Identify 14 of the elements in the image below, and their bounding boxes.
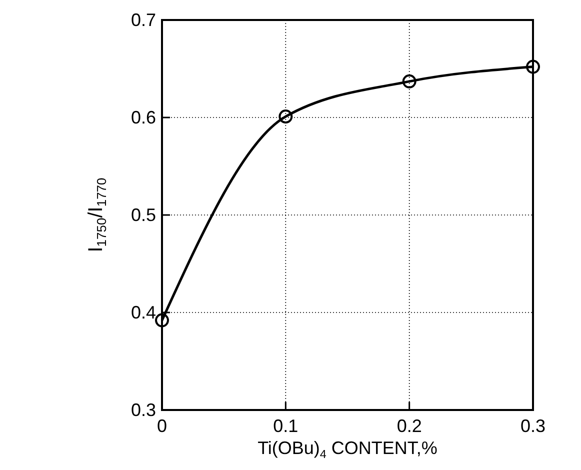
x-tick-label: 0 (156, 416, 168, 436)
x-tick-label: 0.2 (396, 416, 422, 436)
point (526, 60, 540, 74)
y-tick-label: 0.3 (130, 400, 156, 420)
x-tick-label: 0.1 (273, 416, 298, 436)
y-tick-label: 0.5 (130, 205, 156, 225)
y-tick-label: 0.4 (130, 302, 156, 322)
point (155, 313, 169, 328)
point (402, 74, 416, 88)
y-tick-label: 0.7 (130, 10, 156, 30)
x-tick-label: 0.3 (520, 416, 546, 436)
y-tick-label: 0.6 (130, 108, 156, 128)
x-axis-title: Ti(OBu)$_{4}$ CONTENT,% (258, 438, 438, 461)
point (278, 110, 293, 124)
